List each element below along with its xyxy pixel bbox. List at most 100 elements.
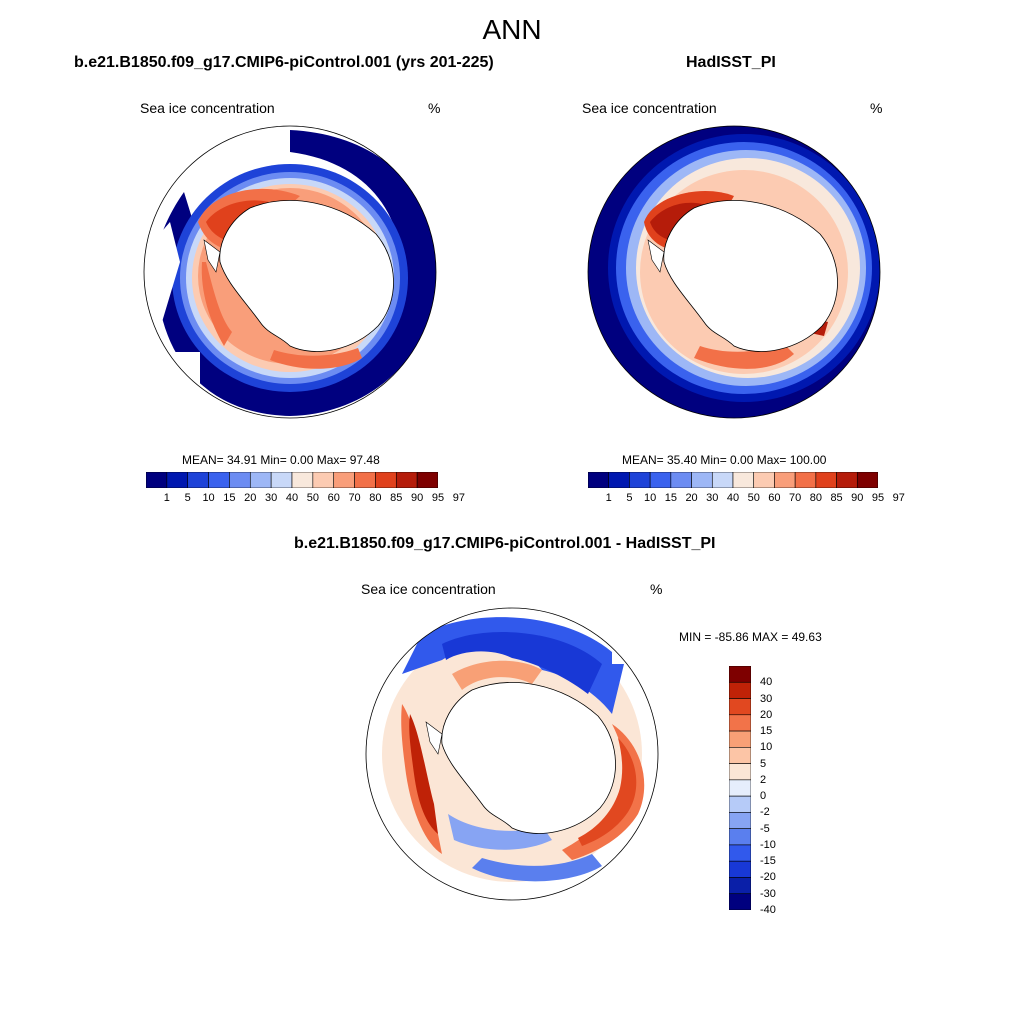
- obs-colorbar-swatch: [691, 472, 713, 488]
- model-colorbar-swatch: [416, 472, 438, 488]
- model-unit-label: %: [428, 100, 441, 116]
- model-variable-label: Sea ice concentration: [140, 100, 275, 116]
- model-polar-map: [143, 125, 437, 419]
- model-colorbar-tick-label: 90: [411, 492, 424, 504]
- diff-colorbar-tick-label: -10: [760, 838, 776, 851]
- model-colorbar-swatch: [333, 472, 355, 488]
- obs-variable-label: Sea ice concentration: [582, 100, 717, 116]
- model-colorbar-swatch: [312, 472, 335, 488]
- model-colorbar-swatch: [395, 472, 418, 488]
- model-colorbar-tick-label: 97: [452, 492, 465, 504]
- diff-colorbar-swatch: [729, 828, 751, 846]
- model-colorbar-swatch: [291, 472, 314, 488]
- diff-colorbar: [729, 666, 751, 910]
- obs-colorbar-swatch: [670, 472, 692, 488]
- diff-colorbar-tick-label: -15: [760, 855, 776, 868]
- obs-colorbar-tick-label: 40: [726, 492, 740, 504]
- model-colorbar-swatch: [208, 472, 230, 488]
- obs-colorbar-swatch: [588, 472, 610, 488]
- main-title: ANN: [482, 14, 542, 45]
- diff-colorbar-swatch: [729, 681, 751, 699]
- obs-colorbar-swatch: [649, 472, 672, 488]
- diff-panel-title: b.e21.B1850.f09_g17.CMIP6-piControl.001 …: [294, 535, 716, 552]
- obs-colorbar-tick-label: 60: [768, 492, 781, 504]
- obs-colorbar-swatch: [856, 472, 878, 488]
- model-colorbar-tick-label: 5: [184, 492, 191, 504]
- diff-colorbar-tick-label: -30: [760, 887, 776, 900]
- diff-colorbar-tick-label: 15: [760, 725, 773, 738]
- diff-unit-label: %: [650, 581, 663, 597]
- diff-colorbar-swatch: [729, 893, 751, 910]
- diff-colorbar-tick-label: -5: [760, 822, 770, 835]
- diff-colorbar-swatch: [729, 812, 751, 829]
- obs-colorbar-swatch: [711, 472, 734, 488]
- obs-colorbar-tick-label: 85: [830, 492, 843, 504]
- diff-colorbar-swatch: [729, 730, 751, 748]
- diff-colorbar-tick-label: 20: [760, 708, 773, 721]
- obs-colorbar-tick-label: 90: [851, 492, 864, 504]
- model-colorbar-swatch: [229, 472, 251, 488]
- diff-colorbar-swatch: [729, 714, 751, 732]
- diff-colorbar-ticks: 40 30 20 15 10 5 2 0 -2 -5 -10 -15 -20 -30 -40: [760, 666, 800, 916]
- obs-colorbar-tick-label: 1: [605, 492, 612, 504]
- diff-colorbar-tick-label: 40: [760, 676, 773, 689]
- obs-colorbar-tick-label: 97: [892, 492, 905, 504]
- model-colorbar-tick-label: 1: [163, 492, 170, 504]
- diff-colorbar-tick-label: -40: [760, 904, 776, 916]
- model-stats: MEAN= 34.91 Min= 0.00 Max= 97.48: [182, 453, 380, 467]
- obs-colorbar-swatch: [608, 472, 630, 488]
- model-colorbar-tick-label: 50: [306, 492, 319, 504]
- model-colorbar-swatch: [249, 472, 272, 488]
- diff-stats: MIN = -85.86 MAX = 49.63: [679, 630, 822, 644]
- diff-colorbar-swatch: [729, 844, 751, 862]
- diff-colorbar-tick-label: 10: [760, 741, 773, 754]
- obs-colorbar-swatch: [732, 472, 755, 488]
- model-colorbar-swatch: [354, 472, 376, 488]
- model-colorbar-tick-label: 40: [285, 492, 299, 504]
- model-colorbar-swatch: [146, 472, 168, 488]
- obs-colorbar-tick-label: 20: [685, 492, 698, 504]
- model-colorbar-swatch: [166, 472, 189, 488]
- model-colorbar-swatch: [187, 472, 209, 488]
- diff-colorbar-tick-label: -20: [760, 871, 776, 884]
- obs-stats: MEAN= 35.40 Min= 0.00 Max= 100.00: [622, 453, 827, 467]
- model-colorbar-tick-label: 20: [244, 492, 257, 504]
- obs-colorbar-swatch: [794, 472, 817, 488]
- diff-colorbar-swatch: [729, 779, 751, 797]
- obs-colorbar-tick-label: 5: [626, 492, 633, 504]
- diff-polar-map: [365, 607, 659, 901]
- diff-colorbar-swatch: [729, 860, 751, 878]
- model-colorbar-ticks: 1 5 10 15 20 30 40 50 60 70 80 85 90 95 97: [146, 492, 465, 506]
- obs-colorbar-swatch: [753, 472, 775, 488]
- model-colorbar: [146, 472, 438, 488]
- diff-variable-label: Sea ice concentration: [361, 581, 496, 597]
- model-colorbar-tick-label: 10: [202, 492, 215, 504]
- diff-colorbar-tick-label: 2: [760, 773, 767, 786]
- model-colorbar-tick-label: 70: [348, 492, 361, 504]
- model-colorbar-tick-label: 60: [327, 492, 340, 504]
- obs-unit-label: %: [870, 100, 883, 116]
- model-colorbar-swatch: [270, 472, 293, 488]
- obs-colorbar: [588, 472, 878, 488]
- diff-colorbar-tick-label: 0: [760, 790, 767, 803]
- diff-colorbar-tick-label: -2: [760, 806, 770, 819]
- obs-colorbar-tick-label: 10: [644, 492, 657, 504]
- obs-colorbar-tick-label: 95: [871, 492, 885, 504]
- obs-colorbar-ticks: 1 5 10 15 20 30 40 50 60 70 80 85 90 95 97: [588, 492, 905, 506]
- diff-colorbar-swatch: [729, 877, 751, 895]
- model-colorbar-tick-label: 95: [431, 492, 445, 504]
- obs-colorbar-tick-label: 15: [664, 492, 677, 504]
- obs-panel-title: HadISST_PI: [686, 54, 776, 71]
- model-colorbar-tick-label: 30: [265, 492, 278, 504]
- model-colorbar-tick-label: 80: [369, 492, 382, 504]
- diff-colorbar-swatch: [729, 763, 751, 781]
- model-panel-title: b.e21.B1850.f09_g17.CMIP6-piControl.001 …: [74, 54, 494, 71]
- obs-colorbar-swatch: [815, 472, 837, 488]
- diff-colorbar-swatch: [729, 747, 751, 764]
- diff-colorbar-swatch: [729, 666, 751, 683]
- diff-colorbar-tick-label: 30: [760, 692, 773, 705]
- diff-colorbar-swatch: [729, 795, 751, 813]
- obs-colorbar-tick-label: 80: [809, 492, 822, 504]
- obs-colorbar-tick-label: 30: [706, 492, 719, 504]
- diff-colorbar-tick-label: 5: [760, 757, 767, 770]
